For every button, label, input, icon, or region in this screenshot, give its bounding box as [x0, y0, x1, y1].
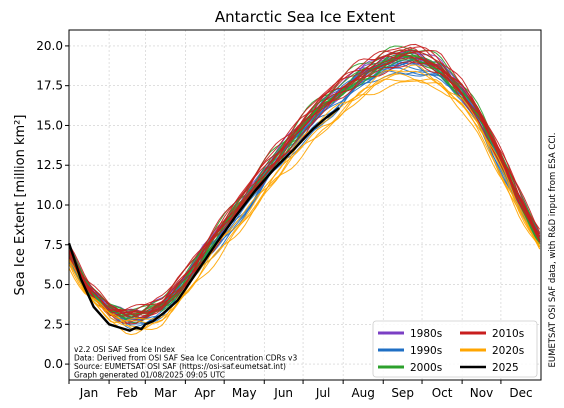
decade-line-2010s	[68, 54, 541, 319]
x-tick-label: Jan	[79, 386, 99, 400]
legend-label: 2025	[492, 362, 519, 374]
x-tick-label: Jul	[315, 386, 330, 400]
decade-line-2020s	[68, 69, 541, 324]
legend: 1980s 2010s 1990s 2020s 2000s 2025	[372, 320, 538, 378]
decade-line-1990s	[68, 49, 541, 317]
historical-lines	[68, 43, 541, 336]
decade-line-2020s	[68, 78, 541, 336]
series-line-2025	[67, 107, 341, 332]
x-tick-label: Nov	[470, 386, 493, 400]
y-tick-label: 2.5	[44, 317, 63, 331]
legend-label: 2020s	[492, 345, 524, 357]
decade-line-2010s	[68, 50, 541, 314]
note-line: Graph generated 01/08/2025 09:05 UTC	[74, 371, 225, 380]
decade-line-1980s	[68, 52, 541, 320]
x-tick-label: Dec	[509, 386, 532, 400]
x-tick-label: May	[232, 386, 257, 400]
legend-label: 2000s	[410, 362, 442, 374]
decade-line-2010s	[68, 55, 541, 317]
chart-title: Antarctic Sea Ice Extent	[215, 8, 395, 26]
x-tick-label: Apr	[194, 386, 215, 400]
x-tick-label: Feb	[117, 386, 138, 400]
y-tick-label: 15.0	[36, 118, 63, 132]
y-tick-label: 20.0	[36, 39, 63, 53]
x-tick-label: Aug	[351, 386, 374, 400]
x-tick-label: Sep	[391, 386, 414, 400]
decade-line-2010s	[68, 46, 541, 315]
decade-line-1980s	[68, 49, 541, 314]
x-tick-label: Oct	[432, 386, 453, 400]
decade-line-2010s	[68, 46, 541, 317]
y-tick-label: 7.5	[44, 238, 63, 252]
y-tick-label: 12.5	[36, 158, 63, 172]
x-tick-label: Mar	[154, 386, 177, 400]
credit-text: EUMETSAT OSI SAF data, with R&D input fr…	[548, 133, 558, 368]
decade-line-2020s	[68, 78, 541, 331]
decade-line-2000s	[68, 49, 541, 315]
note-line: Data: Derived from OSI SAF Sea Ice Conce…	[74, 354, 297, 363]
legend-box	[372, 320, 538, 378]
y-tick-label: 17.5	[36, 79, 63, 93]
x-tick-label: Jun	[273, 386, 293, 400]
y-tick-label: 0.0	[44, 357, 63, 371]
decade-line-2010s	[68, 49, 541, 318]
current-year-line	[67, 107, 341, 332]
note-line: Source: EUMETSAT OSI SAF (https://osi-sa…	[74, 362, 286, 371]
y-tick-label: 10.0	[36, 198, 63, 212]
y-axis-label: Sea Ice Extent [million km²]	[13, 115, 28, 296]
note-line: v2.2 OSI SAF Sea Ice Index	[74, 345, 176, 354]
y-tick-label: 5.0	[44, 278, 63, 292]
legend-label: 2010s	[492, 328, 524, 340]
axis-ticks: 0.0 2.5 5.0 7.5 10.0 12.5 15.0 17.5 20.0 Jan Feb Ma…	[36, 39, 532, 400]
legend-label: 1980s	[410, 328, 442, 340]
legend-label: 1990s	[410, 345, 442, 357]
decade-line-2010s	[68, 43, 541, 312]
